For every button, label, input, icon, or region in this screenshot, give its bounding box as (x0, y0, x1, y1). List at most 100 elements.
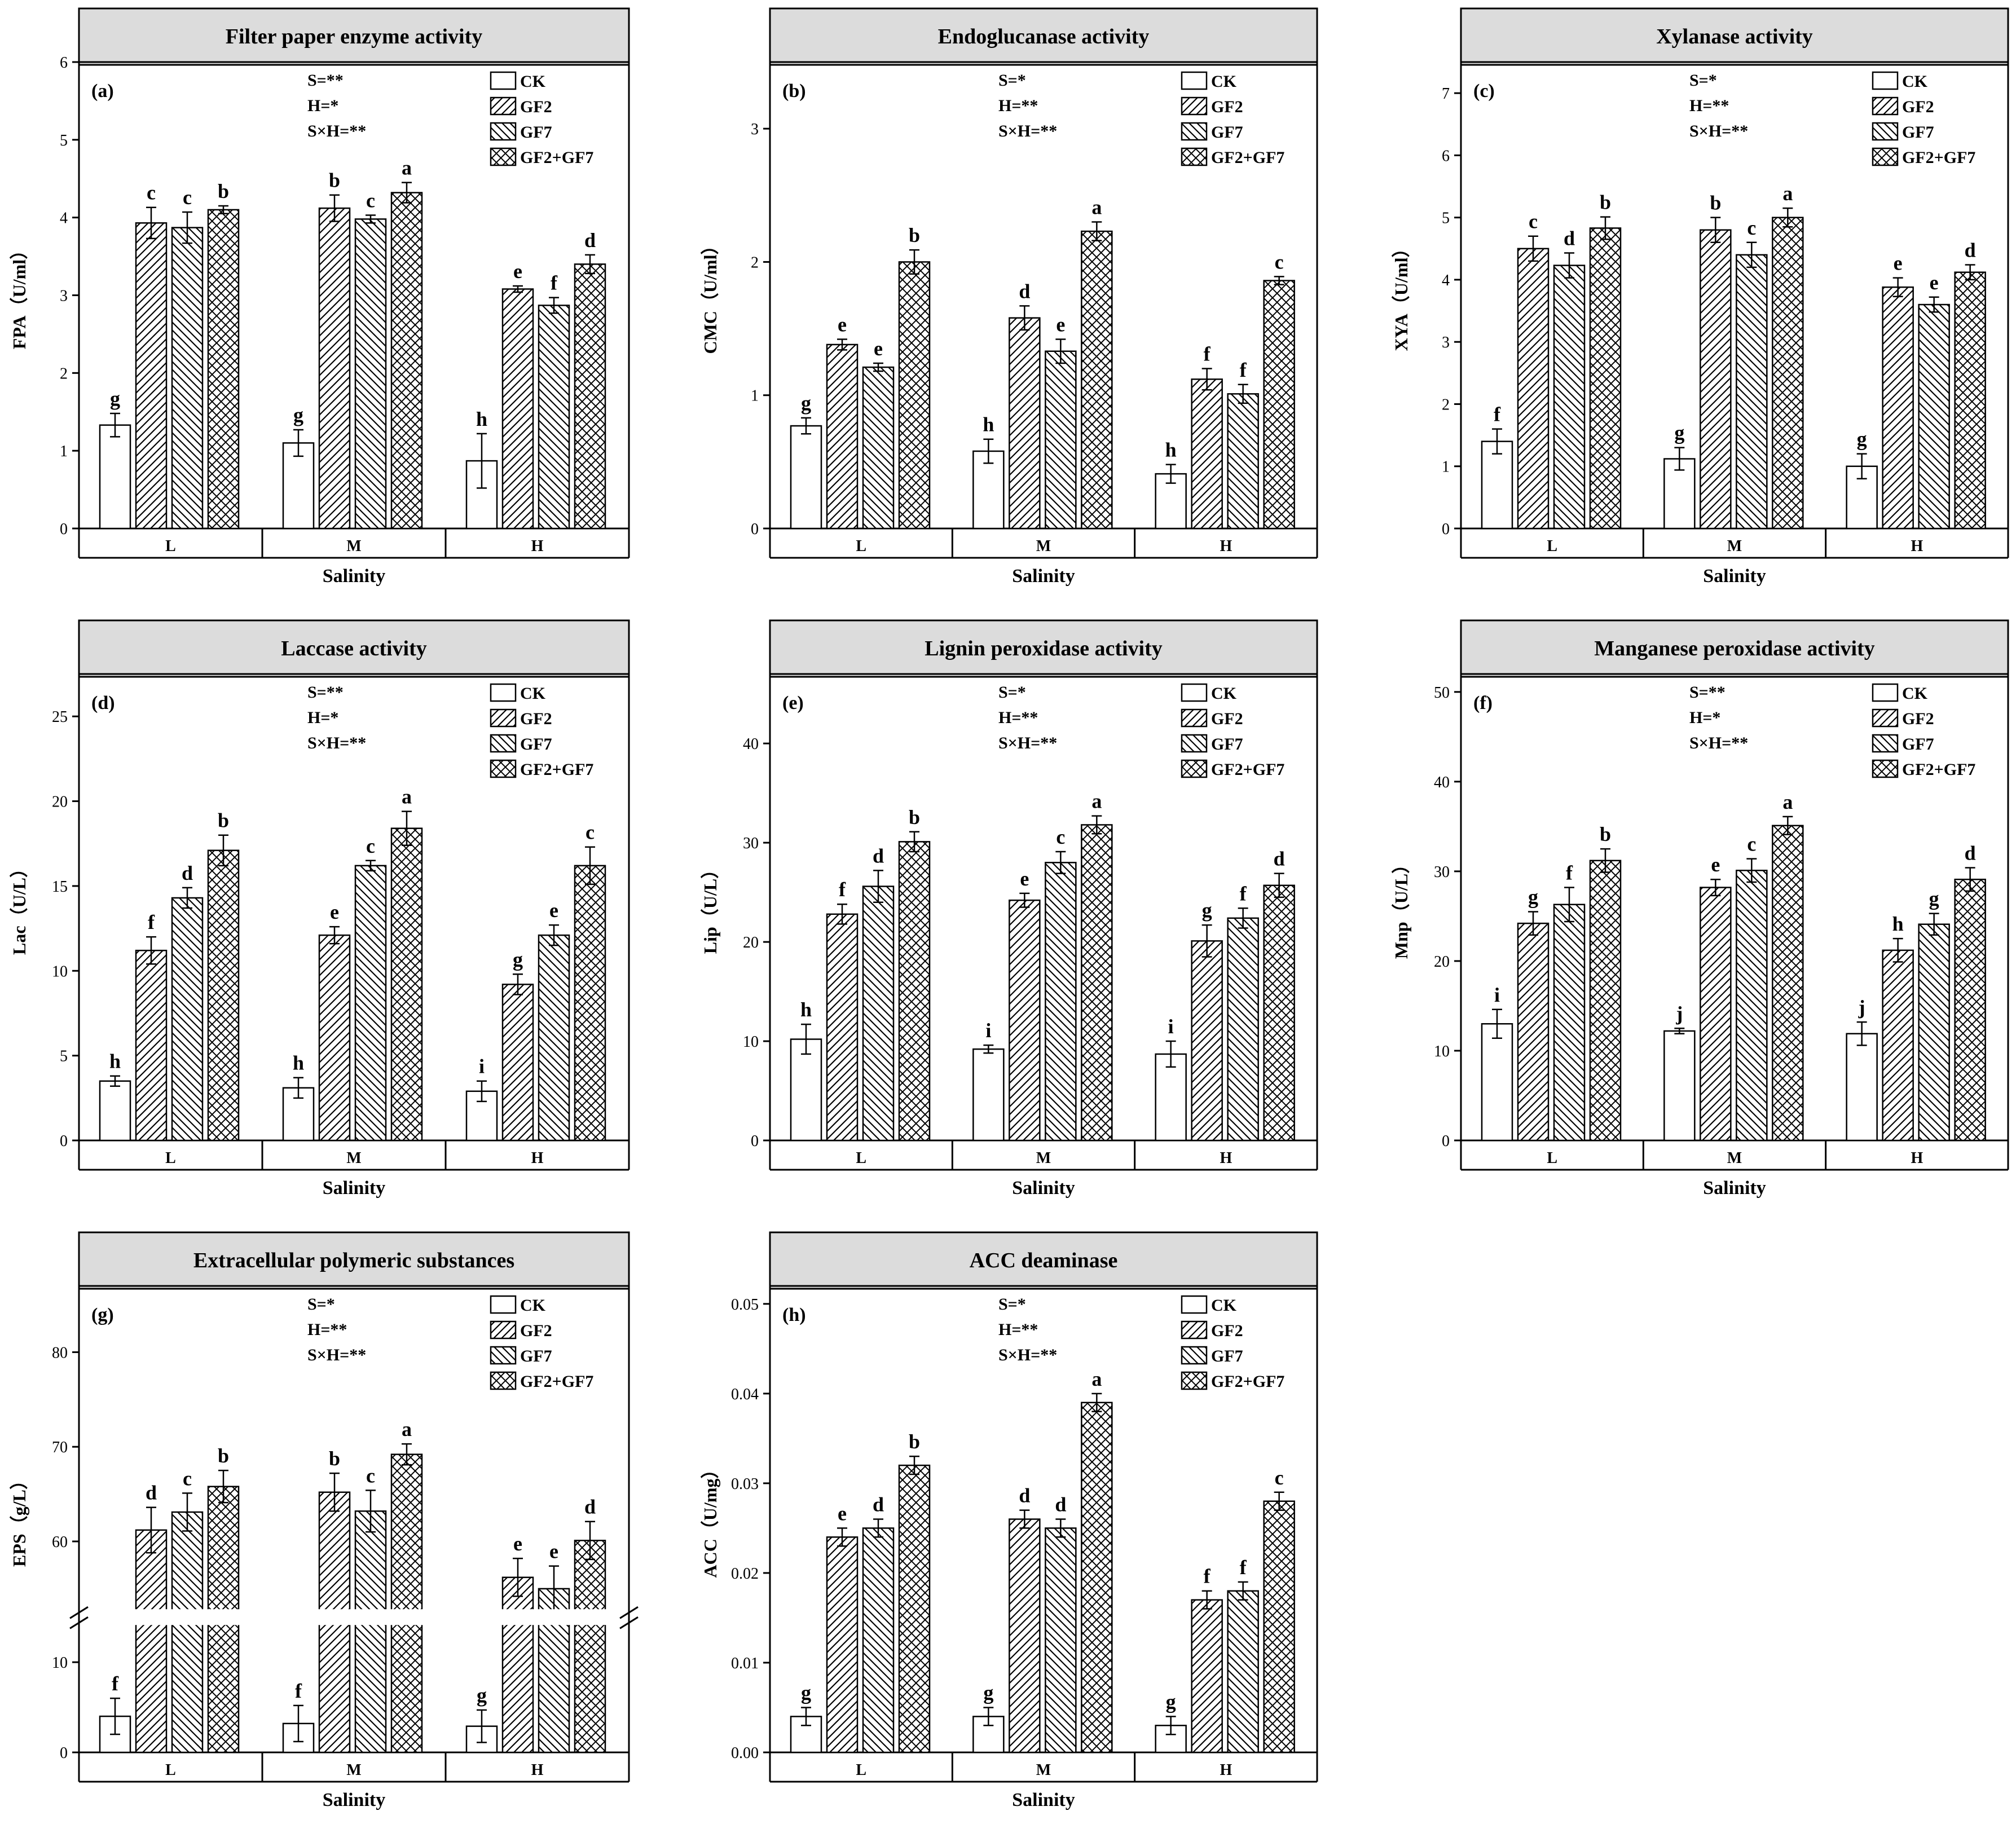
bar-gf2-gf7 (1263, 280, 1295, 530)
y-axis-label: Mnp（U/L） (1391, 856, 1411, 959)
x-axis-title: Salinity (1703, 1178, 1766, 1199)
significance-letter: e (1020, 867, 1029, 890)
legend-swatch (490, 122, 517, 141)
legend-swatch (490, 683, 517, 702)
significance-letter: g (801, 1681, 811, 1704)
significance-letter: d (1019, 280, 1030, 302)
significance-letter: f (1566, 862, 1573, 884)
chart-panel: Lignin peroxidase activity 0 10 20 30 40 Lip（U… (700, 619, 1318, 1199)
bar-gf7 (171, 1511, 204, 1753)
stat-text: H=** (998, 1320, 1038, 1339)
stat-text: H=* (307, 96, 338, 115)
title-band (78, 1231, 630, 1290)
bar-gf7 (354, 1510, 387, 1753)
y-tick-label: 20 (52, 794, 68, 811)
legend-label: GF2 (520, 1321, 552, 1340)
chart-title: Laccase activity (281, 637, 427, 660)
title-band (769, 1231, 1318, 1290)
bar-ck (99, 424, 131, 530)
x-category-label: M (346, 1149, 361, 1167)
significance-letter: d (873, 1493, 884, 1516)
significance-letter: e (549, 1540, 558, 1563)
y-axis-label: XYA（U/ml） (1391, 240, 1411, 351)
y-tick-label: 0.02 (731, 1565, 759, 1583)
legend-label: GF2 (520, 710, 552, 728)
significance-letter: a (1782, 791, 1793, 813)
legend-swatch (1181, 122, 1208, 141)
y-tick-label: 1 (1442, 459, 1450, 476)
bar-gf2 (1009, 317, 1041, 530)
bar-gf2-gf7 (1081, 824, 1113, 1142)
stat-text: S=** (307, 71, 344, 90)
bar-gf2-gf7 (207, 849, 240, 1142)
bar-gf2-gf7 (1589, 227, 1622, 530)
bar-gf7 (1045, 862, 1077, 1142)
significance-letter: e (1930, 271, 1939, 294)
chart-panel: Laccase activity 0 5 10 15 20 25 Lac（U/L） L M H Sal… (9, 619, 630, 1199)
panel-label: (c) (1473, 81, 1495, 102)
bar-gf2 (826, 343, 859, 530)
stat-text: H=* (307, 708, 338, 727)
significance-letter: d (584, 229, 596, 252)
plot-frame (1460, 61, 2009, 530)
chart-title: ACC deaminase (970, 1249, 1118, 1272)
y-axis-label: ACC（U/mg） (700, 1461, 720, 1578)
y-tick-label: 2 (751, 254, 759, 271)
y-tick-label: 3 (751, 121, 759, 138)
stat-text: S=* (998, 71, 1026, 90)
y-axis-label: Lac（U/L） (9, 860, 29, 955)
legend-swatch (1181, 71, 1208, 90)
significance-letter: g (1528, 885, 1538, 908)
significance-letter: h (800, 998, 812, 1021)
axis-break-mark (619, 1616, 639, 1629)
plot-frame (769, 61, 1318, 530)
bar-gf2-gf7 (390, 1453, 423, 1753)
y-tick-label: 0.00 (731, 1744, 759, 1762)
legend-swatch (490, 96, 517, 116)
significance-letter: f (148, 911, 155, 933)
significance-letter: f (1494, 403, 1501, 426)
y-tick-label: 0 (60, 1744, 68, 1762)
x-category-label: L (1547, 1149, 1557, 1167)
chart-title: Filter paper enzyme activity (226, 25, 483, 49)
significance-letter: a (1091, 1368, 1102, 1390)
significance-letter: c (1747, 217, 1756, 239)
bar-gf7 (1736, 870, 1768, 1142)
y-tick-label: 3 (60, 288, 68, 305)
y-tick-label: 4 (1442, 272, 1450, 289)
y-tick-label: 5 (1442, 210, 1450, 227)
significance-letter: f (1240, 359, 1247, 381)
significance-letter: i (985, 1019, 991, 1042)
legend-label: GF2+GF7 (520, 148, 593, 167)
stat-text: H=** (998, 96, 1038, 115)
x-category-label: M (1727, 537, 1742, 555)
significance-letter: f (1204, 1565, 1211, 1588)
x-category-label: M (1036, 537, 1051, 555)
y-tick-label: 0 (60, 1133, 68, 1150)
legend-label: GF7 (520, 123, 552, 142)
stat-text: S×H=** (307, 1346, 366, 1364)
bar-gf7 (1227, 1590, 1259, 1753)
plot-frame (78, 673, 630, 1142)
bar-gf7 (538, 305, 570, 530)
y-tick-label: 30 (743, 835, 759, 852)
stat-text: S×H=** (307, 122, 366, 140)
stat-text: S=** (307, 683, 344, 702)
bar-gf2-gf7 (1263, 884, 1295, 1142)
y-tick-label: 70 (52, 1439, 68, 1456)
stat-text: S=* (998, 683, 1026, 702)
x-category-label: M (1036, 1149, 1051, 1167)
significance-letter: j (1858, 996, 1865, 1019)
bar-ck (790, 425, 822, 530)
significance-letter: c (586, 821, 595, 844)
significance-letter: g (801, 392, 811, 415)
significance-letter: a (1782, 182, 1793, 205)
y-tick-label: 0 (751, 521, 759, 538)
x-category-label: M (1036, 1761, 1051, 1779)
bar-gf2 (1882, 949, 1914, 1142)
significance-letter: e (330, 901, 339, 923)
bar-gf2 (501, 288, 534, 530)
x-category-label: H (1220, 1761, 1232, 1779)
y-axis-label: CMC（U/ml） (700, 237, 720, 354)
legend-swatch (490, 147, 517, 166)
